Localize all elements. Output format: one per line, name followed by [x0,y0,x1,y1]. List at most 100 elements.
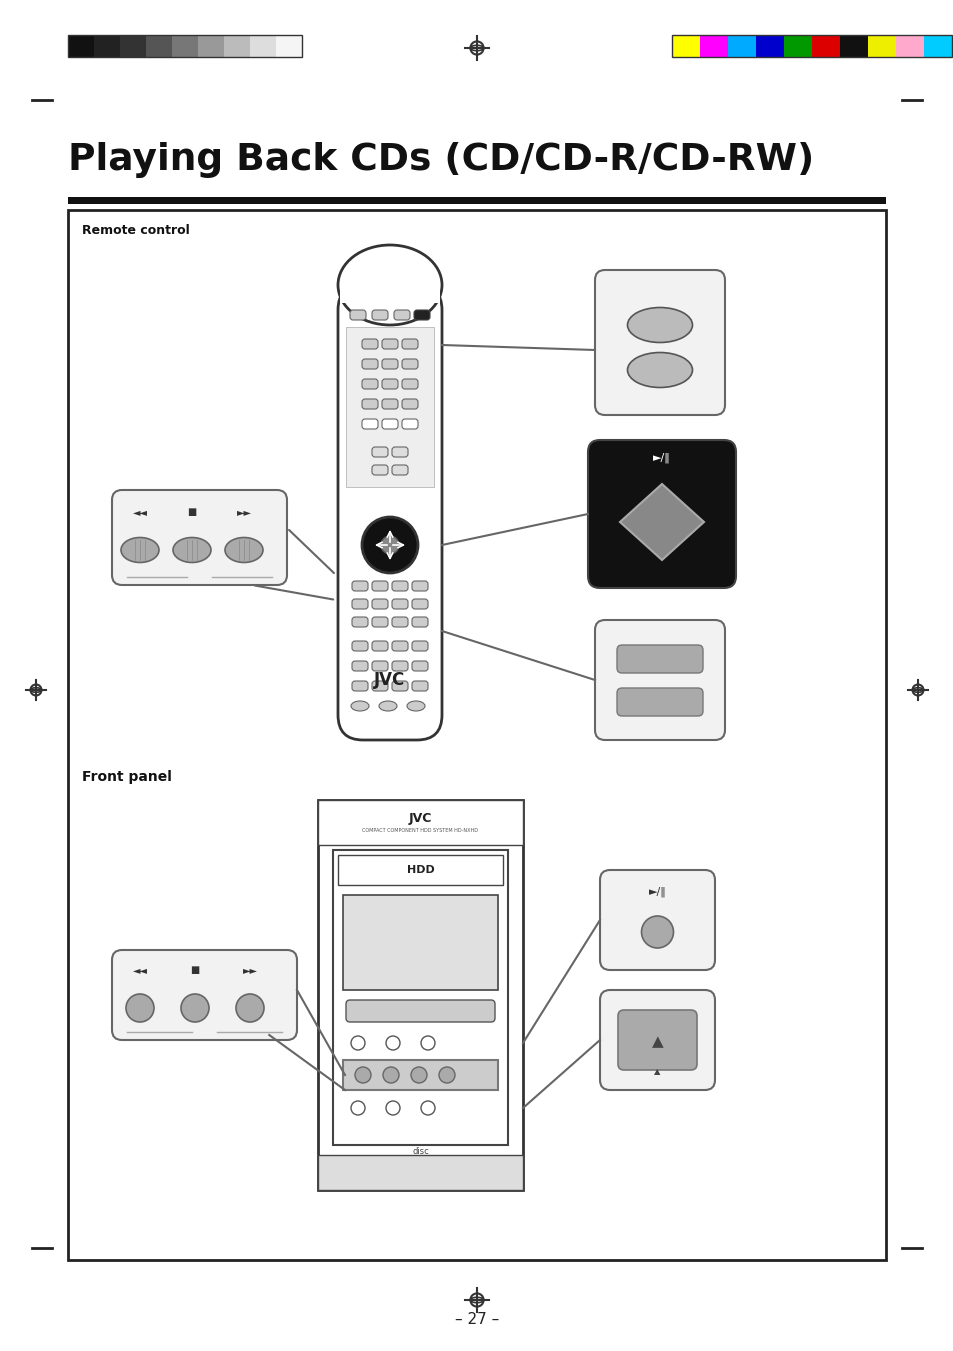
Text: ►/‖: ►/‖ [648,886,666,897]
FancyBboxPatch shape [352,581,368,590]
FancyBboxPatch shape [401,339,417,349]
Ellipse shape [351,701,369,711]
FancyBboxPatch shape [599,870,714,970]
Text: HDD: HDD [406,865,434,875]
FancyBboxPatch shape [372,640,388,651]
FancyBboxPatch shape [361,399,377,409]
FancyBboxPatch shape [381,399,397,409]
FancyBboxPatch shape [412,617,428,627]
FancyBboxPatch shape [412,681,428,690]
Ellipse shape [172,538,211,562]
FancyBboxPatch shape [394,309,410,320]
FancyBboxPatch shape [595,270,724,415]
Text: ►►: ►► [242,965,257,975]
Bar [755,35,783,57]
Circle shape [386,1101,399,1115]
Bar [811,35,840,57]
FancyBboxPatch shape [587,440,735,588]
FancyBboxPatch shape [361,380,377,389]
Text: ▲: ▲ [654,1067,660,1077]
Ellipse shape [627,308,692,343]
FancyBboxPatch shape [346,1000,495,1021]
FancyBboxPatch shape [352,681,368,690]
FancyBboxPatch shape [595,620,724,740]
Polygon shape [619,484,703,561]
FancyBboxPatch shape [401,380,417,389]
FancyBboxPatch shape [112,950,296,1040]
FancyBboxPatch shape [412,661,428,671]
FancyBboxPatch shape [412,640,428,651]
FancyBboxPatch shape [361,359,377,369]
Ellipse shape [337,245,441,326]
Ellipse shape [378,701,396,711]
FancyBboxPatch shape [401,359,417,369]
Text: ■: ■ [191,965,199,975]
Bar [317,800,522,844]
Bar [94,35,120,57]
FancyBboxPatch shape [372,598,388,609]
Circle shape [411,1067,427,1084]
Circle shape [438,1067,455,1084]
FancyBboxPatch shape [352,617,368,627]
FancyBboxPatch shape [599,990,714,1090]
Bar [700,35,727,57]
Bar [317,800,522,1190]
Bar [671,35,951,57]
Text: ■: ■ [187,507,196,517]
FancyBboxPatch shape [617,688,702,716]
FancyBboxPatch shape [337,285,441,740]
Text: Front panel: Front panel [82,770,172,784]
Circle shape [380,536,398,554]
Text: Remote control: Remote control [82,224,190,236]
FancyBboxPatch shape [381,359,397,369]
Bar [68,197,885,204]
FancyBboxPatch shape [412,598,428,609]
Ellipse shape [225,538,263,562]
Bar [727,35,755,57]
FancyBboxPatch shape [381,380,397,389]
Text: ▲: ▲ [651,1035,662,1050]
FancyBboxPatch shape [392,465,408,476]
Circle shape [382,1067,398,1084]
Text: disc: disc [412,1147,429,1156]
Circle shape [355,1067,371,1084]
Circle shape [235,994,264,1021]
Circle shape [640,916,673,948]
Text: ►/‖: ►/‖ [653,453,670,463]
Bar [895,35,923,57]
Bar [172,35,198,57]
Text: ◄◄: ◄◄ [132,507,148,517]
FancyBboxPatch shape [352,661,368,671]
FancyBboxPatch shape [392,447,408,457]
Bar [146,35,172,57]
Bar [120,35,146,57]
Bar [923,35,951,57]
Circle shape [351,1036,365,1050]
Ellipse shape [627,353,692,388]
FancyBboxPatch shape [401,419,417,430]
FancyBboxPatch shape [617,644,702,673]
FancyBboxPatch shape [414,309,430,320]
Circle shape [386,1036,399,1050]
FancyBboxPatch shape [361,419,377,430]
FancyBboxPatch shape [401,399,417,409]
Bar [346,327,434,486]
Text: Playing Back CDs (CD/CD-R/CD-RW): Playing Back CDs (CD/CD-R/CD-RW) [68,142,814,178]
Bar [339,285,439,303]
FancyBboxPatch shape [392,681,408,690]
Bar [275,35,302,57]
FancyBboxPatch shape [392,640,408,651]
FancyBboxPatch shape [392,598,408,609]
FancyBboxPatch shape [112,490,287,585]
Circle shape [181,994,209,1021]
Bar [867,35,895,57]
Bar [224,35,250,57]
Text: JVC: JVC [374,671,405,689]
FancyBboxPatch shape [392,581,408,590]
Circle shape [361,517,417,573]
FancyBboxPatch shape [412,581,428,590]
Bar [198,35,224,57]
Bar [343,1061,497,1090]
FancyBboxPatch shape [352,640,368,651]
FancyBboxPatch shape [372,581,388,590]
